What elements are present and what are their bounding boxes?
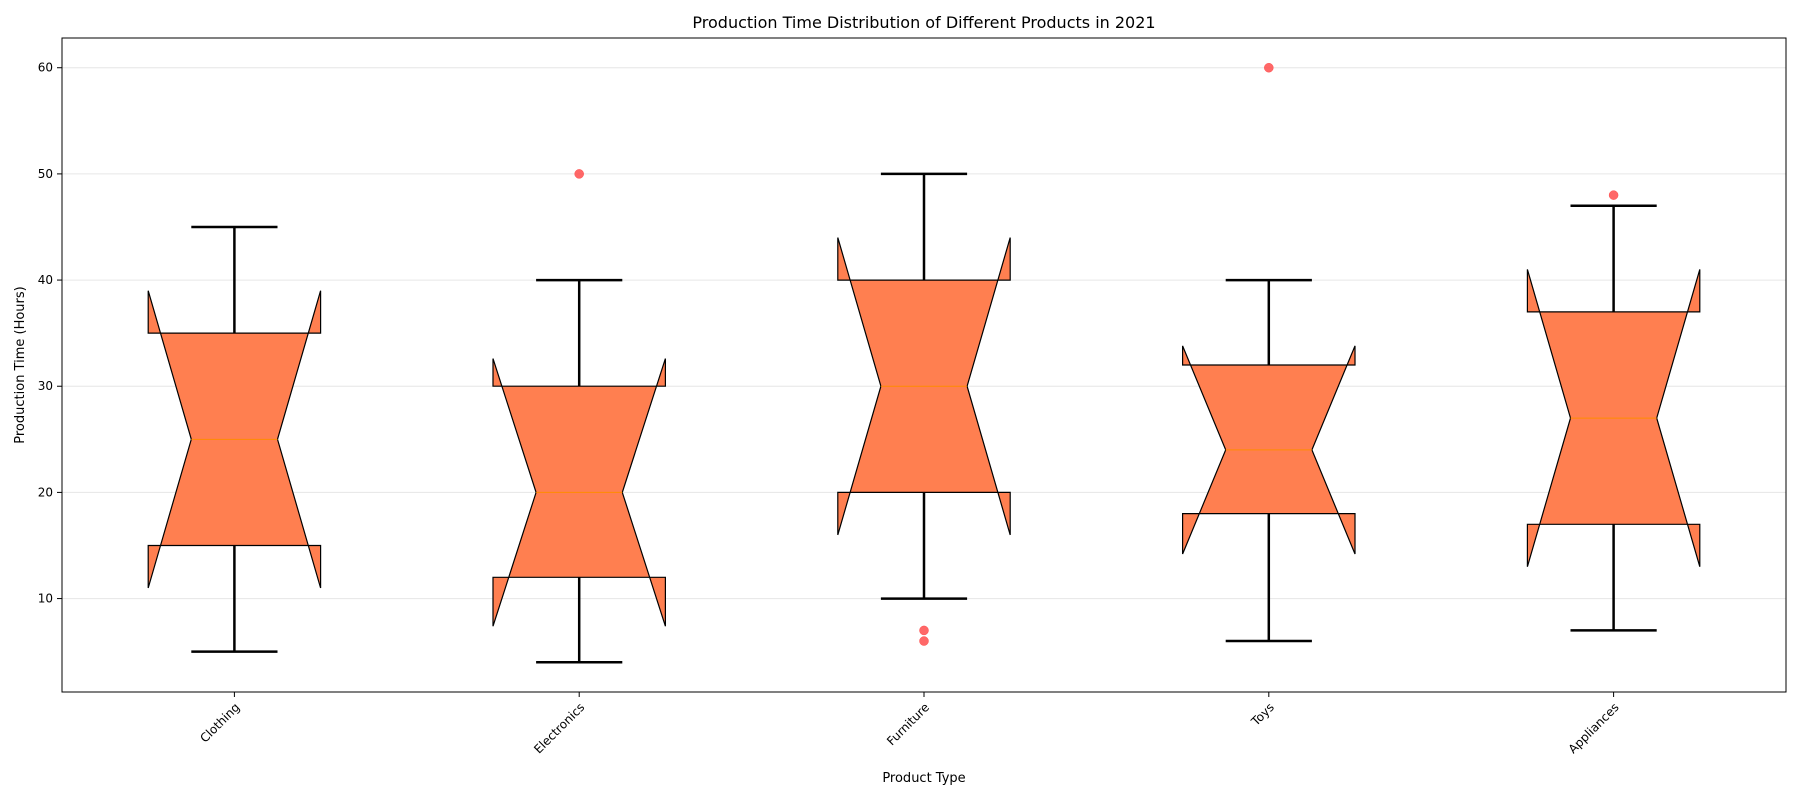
outlier-point bbox=[574, 169, 584, 179]
y-axis-label: Production Time (Hours) bbox=[13, 286, 28, 443]
plot-area bbox=[147, 62, 1701, 664]
box-group bbox=[1526, 190, 1701, 632]
y-tick-label: 40 bbox=[38, 273, 53, 287]
y-tick-label: 50 bbox=[38, 167, 53, 181]
chart-title: Production Time Distribution of Differen… bbox=[692, 13, 1155, 32]
y-tick-label: 60 bbox=[38, 61, 53, 75]
outlier-point bbox=[1264, 62, 1274, 73]
x-tick-label: Toys bbox=[1248, 700, 1277, 729]
x-tick-label: Clothing bbox=[197, 700, 242, 745]
box-group bbox=[147, 225, 322, 653]
outlier-point bbox=[919, 625, 929, 636]
box-group bbox=[492, 169, 667, 664]
x-tick-label: Furniture bbox=[884, 700, 932, 748]
outlier-point bbox=[1608, 190, 1619, 200]
box-group bbox=[1181, 62, 1356, 643]
y-tick-label: 20 bbox=[38, 485, 53, 499]
y-tick-label: 10 bbox=[38, 592, 53, 606]
outlier-point bbox=[919, 636, 929, 646]
y-tick-label: 30 bbox=[38, 379, 53, 393]
x-tick-label: Electronics bbox=[531, 700, 587, 756]
x-axis-label: Product Type bbox=[882, 771, 965, 786]
x-tick-label: Appliances bbox=[1566, 700, 1622, 756]
box-group bbox=[837, 172, 1011, 646]
